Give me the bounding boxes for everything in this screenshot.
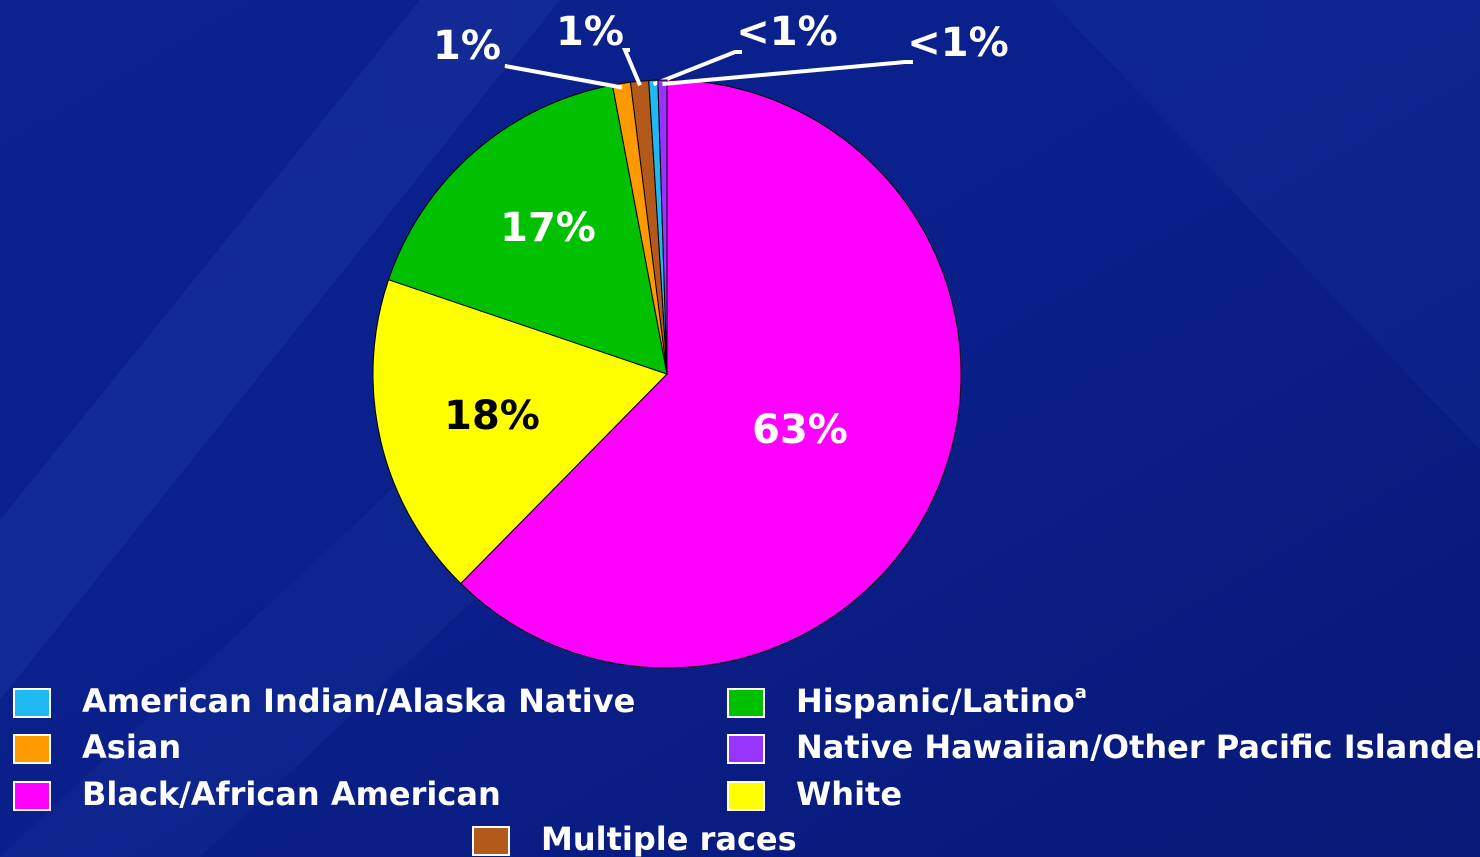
leader-line xyxy=(652,50,742,87)
data-label: <1% xyxy=(907,20,1008,66)
legend-label: American Indian/Alaska Native xyxy=(82,682,635,720)
legend-text: Multiple races xyxy=(541,820,797,857)
legend-swatch xyxy=(727,734,765,764)
legend-text: Asian xyxy=(82,728,181,766)
leader-line xyxy=(621,48,642,87)
legend-text: American Indian/Alaska Native xyxy=(82,682,635,720)
legend-label: White xyxy=(796,775,902,813)
legend-swatch xyxy=(13,781,51,811)
pie-slice xyxy=(460,79,962,669)
pie-slice xyxy=(657,79,668,375)
legend-superscript: a xyxy=(1075,682,1087,703)
legend-swatch xyxy=(472,826,510,856)
legend-label: Asian xyxy=(82,728,181,766)
background-stripe xyxy=(1050,0,1480,450)
legend-label: Native Hawaiian/Other Pacific Islander xyxy=(796,728,1480,766)
data-label: 1% xyxy=(556,9,624,55)
background-stripe xyxy=(0,0,560,700)
data-label: <1% xyxy=(736,9,837,55)
pie-slice xyxy=(387,84,668,375)
legend-swatch xyxy=(727,688,765,718)
legend-text: Hispanic/Latino xyxy=(796,682,1075,720)
legend-swatch xyxy=(727,781,765,811)
data-label: 1% xyxy=(433,23,501,69)
data-label: 63% xyxy=(752,407,848,453)
leader-line xyxy=(662,60,913,87)
legend-text: Black/African American xyxy=(82,775,501,813)
data-label: 18% xyxy=(444,393,540,439)
legend-swatch xyxy=(13,734,51,764)
legend-label: Black/African American xyxy=(82,775,501,813)
legend-text: White xyxy=(796,775,902,813)
legend-label: Hispanic/Latinoa xyxy=(796,682,1087,720)
pie-slice xyxy=(372,279,668,585)
legend-label: Multiple races xyxy=(541,820,797,857)
legend-text: Native Hawaiian/Other Pacific Islander xyxy=(796,728,1480,766)
data-label: 17% xyxy=(500,205,596,251)
legend-swatch xyxy=(13,688,51,718)
leader-line xyxy=(504,64,623,90)
